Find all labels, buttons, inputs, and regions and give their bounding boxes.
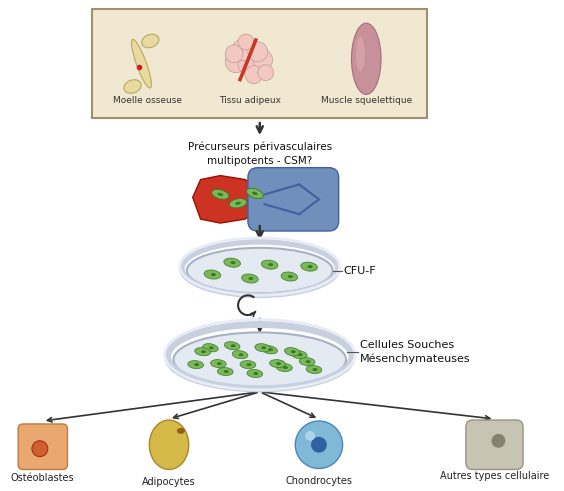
Ellipse shape xyxy=(194,363,199,366)
FancyBboxPatch shape xyxy=(466,420,523,469)
Ellipse shape xyxy=(270,359,285,368)
Circle shape xyxy=(253,50,272,70)
Ellipse shape xyxy=(177,428,185,434)
Ellipse shape xyxy=(149,420,189,469)
Text: Ostéoblastes: Ostéoblastes xyxy=(11,473,74,484)
Circle shape xyxy=(248,42,268,62)
Ellipse shape xyxy=(231,261,236,264)
Ellipse shape xyxy=(124,80,141,93)
FancyBboxPatch shape xyxy=(18,424,68,469)
Ellipse shape xyxy=(292,351,307,359)
Circle shape xyxy=(32,441,48,457)
Circle shape xyxy=(225,51,247,73)
Ellipse shape xyxy=(288,275,293,278)
Polygon shape xyxy=(193,176,262,223)
Ellipse shape xyxy=(204,270,221,279)
Circle shape xyxy=(305,431,315,441)
Ellipse shape xyxy=(261,346,266,349)
Ellipse shape xyxy=(281,272,298,281)
Ellipse shape xyxy=(268,263,273,266)
Ellipse shape xyxy=(299,357,315,366)
Text: Précurseurs périvasculaires
multipotents - CSM?: Précurseurs périvasculaires multipotents… xyxy=(188,142,332,165)
Circle shape xyxy=(245,66,263,83)
Ellipse shape xyxy=(217,368,233,376)
Ellipse shape xyxy=(307,265,312,268)
Ellipse shape xyxy=(217,362,222,365)
Text: Adipocytes: Adipocytes xyxy=(142,477,196,488)
Text: Autres types cellulaire: Autres types cellulaire xyxy=(440,471,549,482)
Ellipse shape xyxy=(202,344,218,352)
Ellipse shape xyxy=(248,277,253,280)
Ellipse shape xyxy=(195,348,210,356)
Circle shape xyxy=(258,65,274,81)
Text: Tissu adipeux: Tissu adipeux xyxy=(219,96,281,105)
FancyBboxPatch shape xyxy=(248,167,338,231)
Circle shape xyxy=(491,434,505,448)
Ellipse shape xyxy=(230,199,247,208)
Circle shape xyxy=(311,437,327,453)
Ellipse shape xyxy=(188,360,204,369)
Ellipse shape xyxy=(268,348,273,351)
Ellipse shape xyxy=(246,363,252,366)
Ellipse shape xyxy=(261,260,278,269)
Ellipse shape xyxy=(170,358,349,381)
Ellipse shape xyxy=(255,344,271,352)
Ellipse shape xyxy=(351,23,381,94)
Text: Chondrocytes: Chondrocytes xyxy=(285,476,352,487)
Ellipse shape xyxy=(252,191,258,195)
Ellipse shape xyxy=(239,353,244,356)
Ellipse shape xyxy=(232,351,248,359)
Ellipse shape xyxy=(185,270,334,287)
Ellipse shape xyxy=(356,36,365,71)
Ellipse shape xyxy=(283,366,288,369)
Ellipse shape xyxy=(187,248,333,293)
Ellipse shape xyxy=(240,360,256,369)
Ellipse shape xyxy=(246,188,263,198)
Ellipse shape xyxy=(212,190,229,199)
Ellipse shape xyxy=(209,346,214,349)
Ellipse shape xyxy=(224,258,240,267)
Text: Muscle squelettique: Muscle squelettique xyxy=(321,96,412,105)
Ellipse shape xyxy=(174,332,346,387)
Circle shape xyxy=(296,421,342,468)
Ellipse shape xyxy=(235,202,241,205)
Ellipse shape xyxy=(291,350,296,353)
Ellipse shape xyxy=(218,193,223,196)
Ellipse shape xyxy=(276,362,281,365)
Text: Cellules Souches
Mésenchymateuses: Cellules Souches Mésenchymateuses xyxy=(360,340,471,364)
Circle shape xyxy=(238,34,254,50)
Ellipse shape xyxy=(298,353,303,356)
Circle shape xyxy=(238,52,262,76)
Text: CFU-F: CFU-F xyxy=(343,266,376,275)
Ellipse shape xyxy=(224,342,240,350)
Ellipse shape xyxy=(210,359,226,368)
Text: Moelle osseuse: Moelle osseuse xyxy=(113,96,182,105)
Ellipse shape xyxy=(284,348,300,356)
Ellipse shape xyxy=(231,344,236,347)
Ellipse shape xyxy=(142,34,159,48)
Ellipse shape xyxy=(241,274,258,283)
Ellipse shape xyxy=(224,370,228,373)
Ellipse shape xyxy=(262,346,277,354)
Ellipse shape xyxy=(131,39,151,88)
FancyBboxPatch shape xyxy=(92,9,428,118)
Ellipse shape xyxy=(312,368,318,371)
Ellipse shape xyxy=(247,370,263,378)
Ellipse shape xyxy=(306,365,322,374)
Ellipse shape xyxy=(306,360,311,363)
Circle shape xyxy=(225,45,243,63)
Ellipse shape xyxy=(253,372,258,375)
Ellipse shape xyxy=(276,364,292,372)
Ellipse shape xyxy=(201,350,206,353)
Ellipse shape xyxy=(301,262,318,271)
Circle shape xyxy=(232,39,254,61)
Ellipse shape xyxy=(211,273,216,276)
